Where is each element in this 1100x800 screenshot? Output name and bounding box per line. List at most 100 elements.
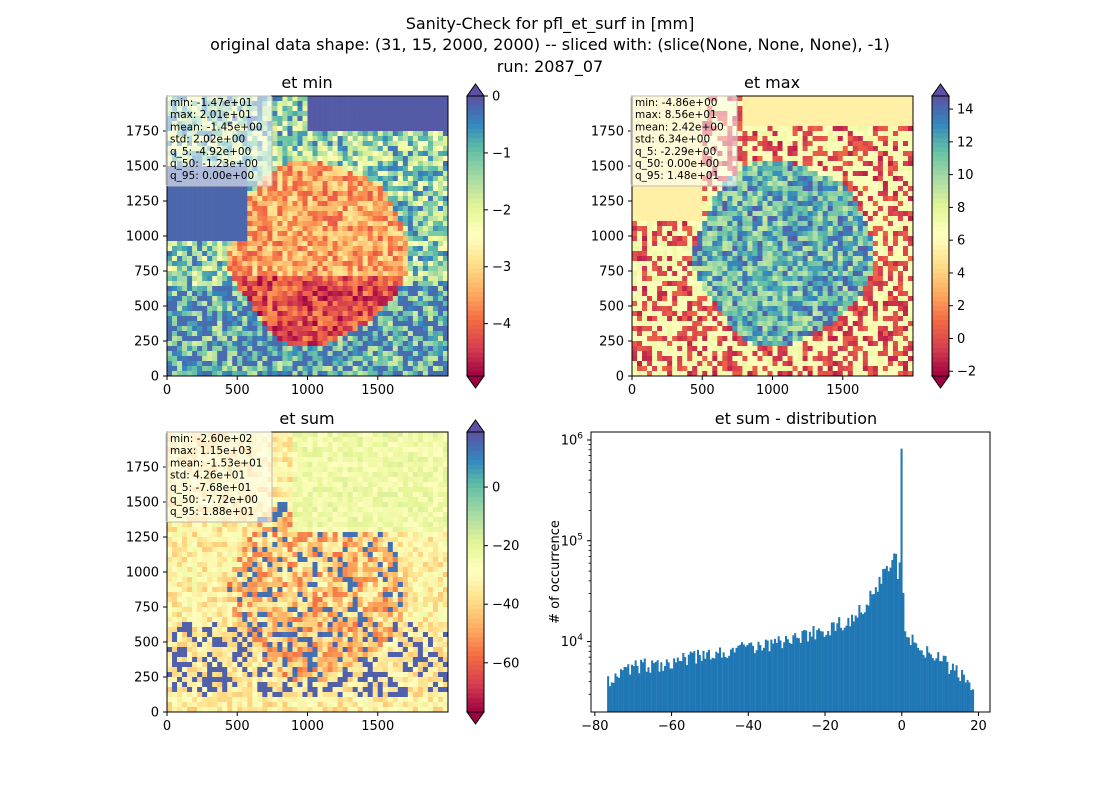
histogram-bar: [695, 663, 698, 712]
y-tick-label: 0: [616, 370, 624, 385]
histogram-bar: [764, 639, 767, 712]
histogram-bar: [845, 625, 848, 712]
panel-et-sum-distribution: et sum - distribution # of occurrence −8…: [548, 409, 991, 734]
histogram-bar: [687, 654, 690, 712]
colorbar-tick-label: 2: [957, 299, 965, 314]
histogram-bar: [794, 633, 797, 712]
colorbar-tick-label: 0: [492, 481, 500, 496]
stat-line: q_5: -4.92e+00: [170, 146, 251, 158]
x-tick-label: 500: [690, 383, 715, 398]
stat-line: q_95: 1.48e+01: [635, 170, 719, 182]
histogram-bar: [869, 590, 872, 712]
histogram-bar: [929, 654, 932, 712]
stats-box-background: [165, 95, 273, 187]
stat-line: mean: -1.45e+00: [170, 121, 262, 133]
histogram-bar: [900, 448, 903, 712]
histogram-bar: [777, 636, 780, 712]
histogram-bar: [950, 670, 953, 712]
histogram-bar: [733, 652, 736, 712]
histogram-bar: [610, 682, 613, 712]
histogram-bar: [720, 657, 723, 712]
colorbar-extend-top: [466, 419, 485, 433]
x-tick-label: −20: [811, 719, 838, 734]
histogram-bar: [792, 635, 795, 712]
colorbar-frame: [931, 95, 950, 377]
histogram-bar: [724, 657, 727, 712]
colorbar-tick-label: −40: [492, 598, 519, 613]
histogram-bar: [623, 667, 626, 712]
histogram-bar: [647, 667, 650, 712]
x-tick-label: 0: [628, 383, 636, 398]
histogram-bar: [785, 635, 788, 712]
colorbar-tick-label: −20: [492, 539, 519, 554]
y-tick-label: 750: [134, 601, 159, 616]
histogram-bar: [654, 661, 657, 712]
stat-line: mean: -1.53e+01: [170, 457, 262, 469]
histogram-bar: [652, 663, 655, 712]
histogram-bar: [663, 666, 666, 712]
histogram-bar: [946, 661, 949, 712]
histogram-bar: [636, 666, 639, 712]
y-tick-label: 1000: [591, 230, 624, 245]
histogram-bar: [643, 658, 646, 712]
histogram-bar: [638, 673, 641, 712]
histogram-bar: [922, 655, 925, 712]
colorbar-tick-label: 10: [957, 168, 974, 183]
histogram-bar: [895, 553, 898, 712]
histogram-bar: [786, 639, 789, 712]
x-tick-label: −60: [658, 719, 685, 734]
y-tick-label: 500: [134, 636, 159, 651]
histogram-bar: [607, 676, 610, 712]
stat-line: q_50: -7.72e+00: [170, 494, 258, 506]
histogram-bar: [757, 641, 760, 712]
histogram-bar: [856, 617, 859, 712]
stat-line: q_5: -7.68e+01: [170, 482, 251, 494]
stat-line: q_50: 0.00e+00: [635, 158, 719, 170]
y-tick-label: 1500: [591, 160, 624, 175]
histogram-bar: [902, 592, 905, 712]
colorbar-tick-label: −1: [492, 146, 511, 161]
histogram-bar: [768, 651, 771, 712]
panel-et-sum: et sum 0 500 1000 1500 0 250 500 750 1000 1250 150…: [126, 409, 520, 734]
histogram-bar: [641, 662, 644, 712]
histogram-bar: [959, 680, 962, 712]
axis-ticks-et-max: 0 500 1000 1500 0 250 500 750 1000 1250 1500 1750: [591, 125, 859, 399]
panel-title-et-sum: et sum: [279, 409, 334, 428]
histogram-bar: [608, 686, 611, 712]
y-tick-label: 1500: [126, 496, 159, 511]
histogram-bar: [779, 640, 782, 712]
histogram-bar: [770, 639, 773, 712]
colorbar-tick-label: 6: [957, 234, 965, 249]
histogram-bar: [796, 637, 799, 712]
histogram-bar: [801, 630, 804, 712]
histogram-bar: [632, 666, 635, 712]
stat-line: q_95: 1.88e+01: [170, 506, 254, 518]
histogram-bar: [940, 661, 943, 712]
x-tick-label: 20: [970, 719, 987, 734]
stat-line: min: -1.47e+01: [170, 97, 252, 109]
y-tick-label: 1750: [126, 125, 159, 140]
x-tick-label: 500: [225, 383, 250, 398]
colorbar-extend-bottom: [466, 711, 485, 725]
x-tick-label: 1000: [291, 719, 324, 734]
histogram-bar: [731, 647, 734, 712]
histogram-bar: [884, 568, 887, 712]
histogram-bar: [717, 653, 720, 712]
histogram-bar: [873, 594, 876, 712]
histogram-bar: [680, 661, 683, 712]
stat-line: max: 2.01e+01: [170, 109, 252, 121]
colorbar-tick-label: 14: [957, 103, 974, 118]
histogram-bar: [819, 631, 822, 712]
histogram-axes: −80 −60 −40 −20 0 20 104 105 106: [561, 431, 991, 734]
histogram-bar: [691, 652, 694, 712]
histogram-bar: [803, 629, 806, 712]
histogram-bar: [957, 677, 960, 712]
histogram-bar: [715, 651, 718, 712]
colorbar-extend-bottom: [931, 375, 950, 389]
histogram-bar: [876, 591, 879, 712]
histogram-bar: [814, 639, 817, 712]
colorbar-tick-label: 0: [492, 90, 500, 105]
